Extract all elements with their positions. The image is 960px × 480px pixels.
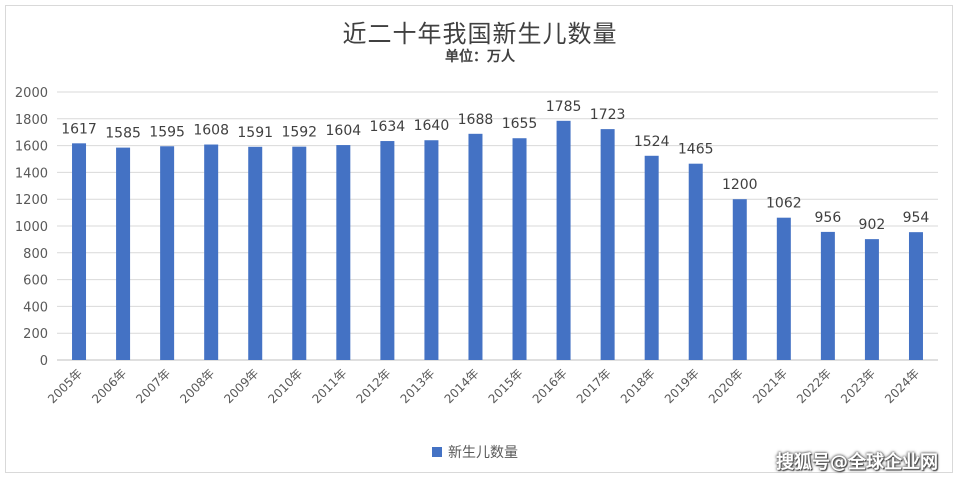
bar xyxy=(512,138,527,360)
bar xyxy=(820,231,835,360)
x-tick-label: 2016年 xyxy=(530,366,570,406)
y-tick-label: 800 xyxy=(23,247,48,262)
y-tick-label: 200 xyxy=(23,327,48,342)
bar xyxy=(468,133,483,360)
data-label: 1591 xyxy=(237,125,273,141)
bar xyxy=(600,129,615,360)
data-label: 1595 xyxy=(149,124,185,140)
legend-swatch xyxy=(432,447,442,457)
watermark: 搜狐号@全球企业网 xyxy=(776,452,938,473)
bar xyxy=(644,155,659,360)
data-label: 1200 xyxy=(722,177,758,193)
data-label: 1585 xyxy=(105,126,141,142)
bar xyxy=(160,146,175,360)
x-tick-label: 2023年 xyxy=(838,366,878,406)
x-tick-label: 2010年 xyxy=(265,366,305,406)
data-label: 1608 xyxy=(193,123,229,139)
y-tick-label: 1600 xyxy=(15,140,48,155)
bar xyxy=(72,143,87,360)
chart-title: 近二十年我国新生儿数量 xyxy=(342,20,618,48)
x-tick-label: 2011年 xyxy=(309,366,349,406)
bar xyxy=(864,239,879,360)
x-tick-label: 2012年 xyxy=(354,366,394,406)
data-label: 1465 xyxy=(678,142,714,158)
bar xyxy=(380,141,395,360)
x-tick-label: 2019年 xyxy=(662,366,702,406)
data-label: 1785 xyxy=(546,99,582,115)
bar xyxy=(732,199,747,360)
y-tick-label: 1000 xyxy=(15,220,48,235)
y-tick-label: 400 xyxy=(23,300,48,315)
bar xyxy=(292,146,307,360)
data-label: 954 xyxy=(903,210,930,226)
y-tick-label: 1400 xyxy=(15,166,48,181)
y-tick-label: 2000 xyxy=(15,86,48,101)
y-tick-label: 600 xyxy=(23,274,48,289)
bar xyxy=(204,144,219,360)
data-label: 1723 xyxy=(590,107,626,123)
y-tick-label: 1800 xyxy=(15,113,48,128)
data-label: 1655 xyxy=(502,116,538,132)
y-tick-label: 0 xyxy=(40,354,48,369)
x-tick-label: 2018年 xyxy=(618,366,658,406)
x-tick-label: 2022年 xyxy=(794,366,834,406)
x-tick-label: 2015年 xyxy=(486,366,526,406)
bar xyxy=(116,147,131,360)
x-tick-label: 2013年 xyxy=(398,366,438,406)
x-tick-label: 2020年 xyxy=(706,366,746,406)
data-label: 1524 xyxy=(634,134,670,150)
legend-label: 新生儿数量 xyxy=(448,445,518,461)
legend: 新生儿数量 xyxy=(432,442,518,462)
data-label: 1634 xyxy=(370,119,406,135)
data-label: 956 xyxy=(815,210,842,226)
data-label: 1592 xyxy=(281,125,317,141)
x-tick-label: 2005年 xyxy=(45,366,85,406)
x-tick-label: 2024年 xyxy=(882,366,922,406)
chart-frame xyxy=(5,5,953,473)
bar xyxy=(776,217,791,360)
data-label: 1604 xyxy=(326,123,362,139)
data-label: 1640 xyxy=(414,118,450,134)
x-tick-label: 2021年 xyxy=(750,366,790,406)
bar xyxy=(556,120,571,360)
x-tick-label: 2006年 xyxy=(89,366,129,406)
x-tick-label: 2014年 xyxy=(442,366,482,406)
bar xyxy=(908,232,923,360)
data-label: 1617 xyxy=(61,121,97,137)
chart-subtitle: 单位：万人 xyxy=(445,49,515,65)
bar xyxy=(248,146,263,360)
bar xyxy=(424,140,439,360)
x-tick-label: 2008年 xyxy=(177,366,217,406)
data-label: 1062 xyxy=(766,196,802,212)
x-tick-label: 2007年 xyxy=(133,366,173,406)
x-tick-label: 2009年 xyxy=(221,366,261,406)
bar xyxy=(336,145,351,360)
bar xyxy=(688,163,703,360)
data-label: 1688 xyxy=(458,112,494,128)
x-tick-label: 2017年 xyxy=(574,366,614,406)
data-label: 902 xyxy=(859,217,886,233)
y-tick-label: 1200 xyxy=(15,193,48,208)
